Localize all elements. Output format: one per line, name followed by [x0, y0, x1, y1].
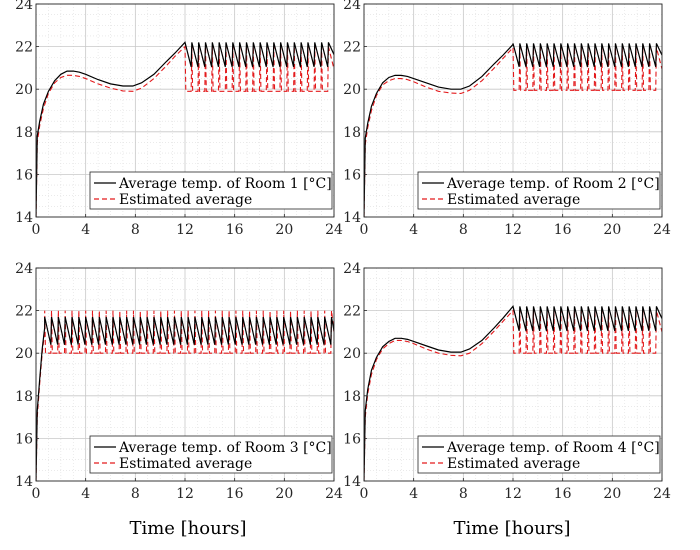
- legend-entry: Estimated average: [119, 456, 252, 472]
- x-tick-label: 4: [81, 486, 90, 502]
- series-actual-line: [36, 41, 334, 217]
- y-tick-label: 24: [343, 261, 361, 277]
- x-tick-label: 16: [554, 486, 572, 502]
- y-tick-label: 18: [343, 125, 361, 141]
- legend-entry: Average temp. of Room 4 [°C]: [446, 440, 660, 456]
- y-tick-label: 18: [343, 389, 361, 405]
- chart-panel-2: 0 4 8 12 16 20 24 14 16 18 20 22 24 Average temp. of …: [343, 0, 671, 238]
- x-tick-label: 24: [325, 222, 343, 238]
- y-tick-label: 22: [15, 304, 33, 320]
- x-tick-label: 0: [360, 222, 369, 238]
- y-tick-label: 16: [343, 431, 361, 447]
- y-tick-label: 14: [15, 474, 33, 490]
- x-tick-label: 24: [653, 486, 671, 502]
- legend: Average temp. of Room 4 [°C]Estimated av…: [417, 435, 661, 474]
- x-tick-label: 4: [409, 486, 418, 502]
- x-tick-label: 12: [504, 222, 522, 238]
- x-tick-label: 20: [275, 222, 293, 238]
- x-tick-label: 12: [176, 222, 194, 238]
- legend-entry: Average temp. of Room 1 [°C]: [118, 176, 332, 192]
- y-tick-label: 24: [343, 0, 361, 13]
- y-tick-label: 14: [343, 210, 361, 226]
- chart-panel-1: 0 4 8 12 16 20 24 14 16 18 20 22 24 Average temp. of …: [15, 0, 343, 238]
- x-tick-label: 0: [32, 222, 41, 238]
- legend-entry: Average temp. of Room 2 [°C]: [446, 176, 660, 192]
- x-axis-label-left: Time [hours]: [129, 518, 246, 539]
- x-tick-label: 16: [226, 486, 244, 502]
- x-tick-label: 24: [653, 222, 671, 238]
- x-tick-label: 20: [603, 222, 621, 238]
- chart-panel-3: 0 4 8 12 16 20 24 14 16 18 20 22 24 Average temp. of …: [15, 261, 343, 502]
- chart-panel-4: 0 4 8 12 16 20 24 14 16 18 20 22 24 Average temp. of …: [343, 261, 671, 502]
- y-tick-label: 20: [343, 82, 361, 98]
- x-tick-label: 0: [360, 486, 369, 502]
- y-tick-label: 20: [15, 82, 33, 98]
- x-tick-label: 4: [81, 222, 90, 238]
- x-tick-label: 8: [459, 486, 468, 502]
- series-estimated-line: [36, 310, 334, 481]
- x-tick-label: 20: [275, 486, 293, 502]
- y-tick-label: 22: [15, 40, 33, 56]
- series-estimated-line: [36, 45, 334, 217]
- y-tick-label: 20: [343, 346, 361, 362]
- x-tick-label: 16: [226, 222, 244, 238]
- x-tick-label: 20: [603, 486, 621, 502]
- x-tick-label: 24: [325, 486, 343, 502]
- x-tick-label: 12: [504, 486, 522, 502]
- legend-entry: Estimated average: [447, 456, 580, 472]
- y-tick-label: 18: [15, 389, 33, 405]
- x-tick-label: 8: [459, 222, 468, 238]
- x-tick-label: 0: [32, 486, 41, 502]
- legend: Average temp. of Room 1 [°C]Estimated av…: [89, 171, 333, 210]
- x-tick-label: 4: [409, 222, 418, 238]
- x-tick-label: 8: [131, 222, 140, 238]
- x-tick-label: 12: [176, 486, 194, 502]
- legend: Average temp. of Room 2 [°C]Estimated av…: [417, 171, 661, 210]
- legend-entry: Average temp. of Room 3 [°C]: [118, 440, 332, 456]
- x-axis-label-right: Time [hours]: [453, 518, 570, 539]
- y-tick-label: 24: [15, 261, 33, 277]
- legend-entry: Estimated average: [447, 192, 580, 208]
- y-tick-label: 18: [15, 125, 33, 141]
- legend-entry: Estimated average: [119, 192, 252, 208]
- x-tick-label: 16: [554, 222, 572, 238]
- y-tick-label: 20: [15, 346, 33, 362]
- y-tick-label: 22: [343, 304, 361, 320]
- y-tick-label: 14: [15, 210, 33, 226]
- series-estimated-line: [364, 309, 662, 481]
- y-tick-label: 16: [15, 167, 33, 183]
- y-tick-label: 14: [343, 474, 361, 490]
- y-tick-label: 22: [343, 40, 361, 56]
- y-tick-label: 16: [343, 167, 361, 183]
- y-tick-label: 24: [15, 0, 33, 13]
- x-tick-label: 8: [131, 486, 140, 502]
- legend: Average temp. of Room 3 [°C]Estimated av…: [89, 435, 333, 474]
- y-tick-label: 16: [15, 431, 33, 447]
- series-actual-line: [36, 316, 334, 481]
- series-actual-line: [364, 43, 662, 217]
- series-actual-line: [364, 305, 662, 481]
